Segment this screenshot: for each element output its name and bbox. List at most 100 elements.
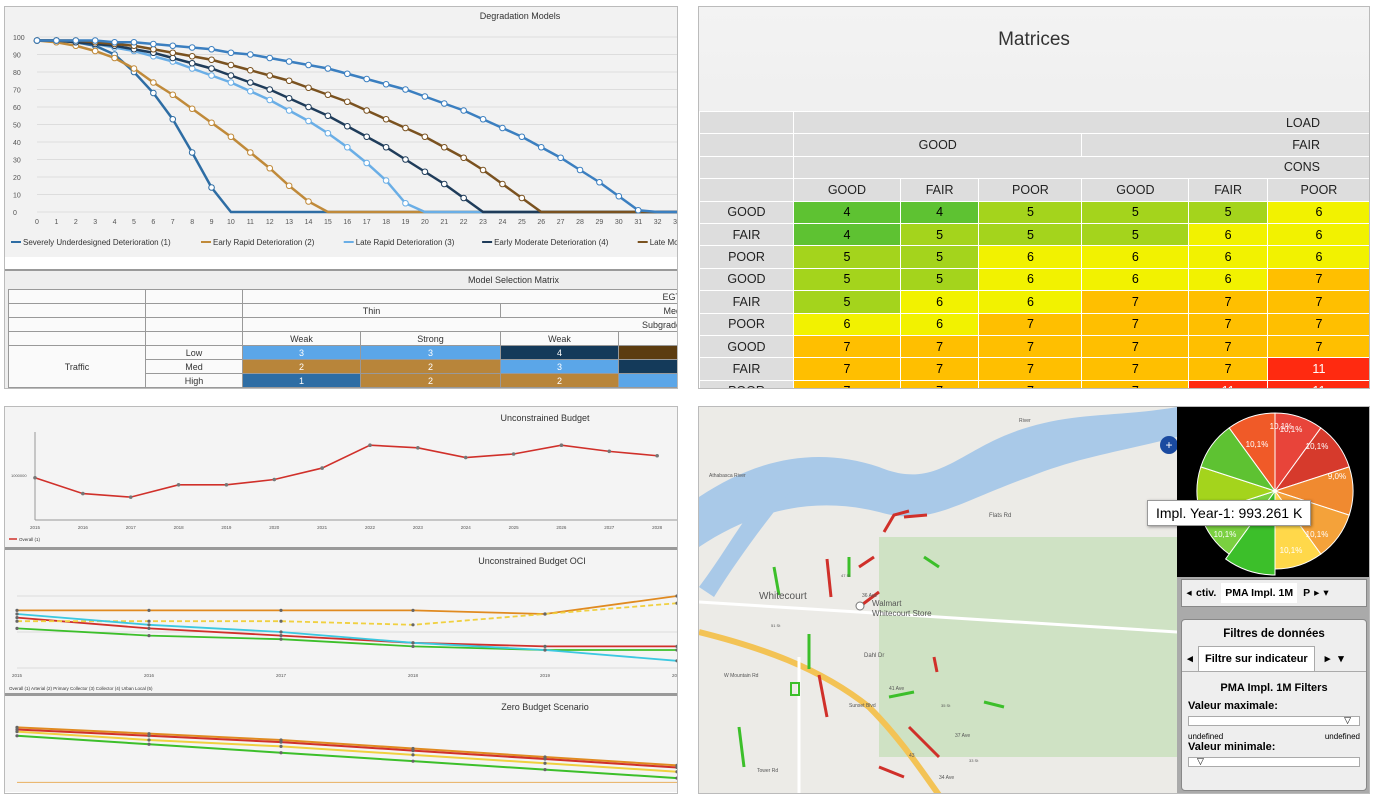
- matrix-cell: 7: [1266, 267, 1369, 292]
- tab-prev-icon[interactable]: ◂: [1186, 587, 1192, 599]
- row-label: FAIR: [699, 290, 794, 314]
- data-point: [285, 58, 293, 65]
- road-segment: [907, 725, 941, 759]
- x-tick-label: 6: [151, 219, 155, 226]
- matrix-cell: 7: [899, 379, 980, 388]
- series-line: [37, 39, 677, 214]
- x-tick-label: 2015: [12, 673, 23, 678]
- series-line: [16, 734, 677, 780]
- tab-p[interactable]: P: [1303, 587, 1311, 599]
- map-label: 47 St: [841, 573, 851, 578]
- data-point: [411, 608, 415, 612]
- data-point: [411, 753, 415, 757]
- selection-cell: [618, 359, 677, 374]
- matrix-cell: 5: [793, 290, 901, 314]
- series-line: [16, 726, 677, 767]
- data-point: [272, 477, 277, 482]
- x-tick-label: 2018: [174, 525, 185, 530]
- filter-next-icon[interactable]: ▸: [1324, 653, 1331, 665]
- data-point: [421, 93, 429, 100]
- x-tick-label: 3: [93, 219, 97, 226]
- filter-tab[interactable]: Filtre sur indicateur: [1198, 645, 1315, 672]
- filter-menu-icon[interactable]: ▾: [1338, 653, 1344, 665]
- data-point: [15, 729, 19, 734]
- data-point: [675, 659, 677, 663]
- data-point: [344, 122, 351, 130]
- data-point: [543, 612, 547, 616]
- matrix-cell: 6: [1188, 222, 1268, 247]
- matrix-cell: 7: [1081, 379, 1190, 388]
- series-line: [16, 616, 677, 648]
- selection-cell: 2: [242, 359, 361, 374]
- slider-handle-icon[interactable]: ▽: [1344, 715, 1351, 725]
- unconstrained-budget-chart: Unconstrained Budget 1000000 2015 2016 2017 2…: [5, 407, 677, 547]
- road-segment: [737, 726, 746, 768]
- river-branch: [699, 477, 794, 597]
- tab-pma-impl[interactable]: PMA Impl. 1M: [1221, 583, 1298, 603]
- max-slider[interactable]: ▽: [1188, 715, 1360, 726]
- selection-cell: 3: [360, 345, 501, 360]
- x-tick-label: 15: [324, 219, 332, 226]
- pie-label: 9,0%: [1328, 472, 1346, 481]
- undefined-right: undefined: [1324, 732, 1360, 741]
- good-group-header: GOOD: [792, 133, 1083, 157]
- road-segment: [932, 656, 939, 673]
- zoom-in-icon: [1160, 436, 1177, 454]
- matrix-cell: 6: [1266, 222, 1369, 247]
- pie-label: 10,1%: [1306, 530, 1329, 539]
- weak-header: Weak: [242, 331, 361, 346]
- matrix-cell: 7: [978, 379, 1083, 388]
- x-tick-label: 21: [440, 219, 448, 226]
- row-label: Med: [145, 359, 243, 374]
- selection-cell: 2: [500, 373, 619, 388]
- map-label: Tower Rd: [757, 768, 778, 774]
- pie-label: 10,1%: [1270, 422, 1293, 431]
- legend-item: Severely Underdesigned Deterioration (1): [23, 238, 171, 247]
- data-point: [402, 156, 409, 163]
- tab-activ[interactable]: ctiv.: [1196, 587, 1217, 599]
- x-tick-label: 2026: [556, 525, 567, 530]
- data-point: [266, 96, 274, 104]
- matrix-cell: 7: [1081, 334, 1190, 359]
- x-tick-label: 2023: [413, 525, 424, 530]
- data-point: [411, 644, 415, 648]
- map-label: 37 Ave: [955, 733, 970, 739]
- data-point: [279, 637, 283, 641]
- data-point: [279, 630, 283, 634]
- slider-handle-icon[interactable]: ▽: [1197, 756, 1204, 766]
- road-segment: [772, 566, 781, 596]
- chart-title: Unconstrained Budget OCI: [478, 556, 586, 566]
- min-slider[interactable]: ▽: [1188, 756, 1360, 767]
- data-point: [188, 59, 196, 67]
- x-tick-label: 30: [615, 219, 623, 226]
- model-selection-title: Model Selection Matrix: [467, 275, 559, 285]
- data-point: [324, 91, 332, 99]
- data-point: [247, 66, 254, 74]
- data-point: [147, 619, 151, 623]
- data-point: [518, 194, 526, 202]
- series-line: [17, 595, 677, 615]
- tab-next-icon[interactable]: ▸: [1314, 587, 1320, 599]
- y-tick-label: 80: [13, 70, 21, 77]
- matrix-cell: 4: [793, 200, 901, 224]
- data-point: [675, 770, 677, 774]
- row-label: POOR: [699, 379, 794, 388]
- filter-prev-icon[interactable]: ◂: [1187, 653, 1193, 665]
- data-point: [518, 133, 526, 141]
- data-point: [53, 37, 60, 44]
- y-tick-label: 70: [13, 88, 21, 95]
- road: [699, 600, 1177, 634]
- data-point: [285, 182, 293, 190]
- road-segment: [882, 509, 910, 533]
- matrix-cell: 7: [1188, 357, 1268, 381]
- budget-panel: Unconstrained Budget 1000000 2015 2016 2017 2…: [4, 406, 678, 794]
- x-tick-label: 1: [54, 219, 58, 226]
- tab-menu-icon[interactable]: ▾: [1323, 587, 1329, 599]
- matrix-cell: 7: [978, 312, 1083, 336]
- column-header: GOOD: [793, 178, 901, 202]
- map-label: Flats Rd: [989, 513, 1011, 519]
- weak-header: Weak: [500, 331, 619, 346]
- x-tick-label: 2015: [30, 525, 41, 530]
